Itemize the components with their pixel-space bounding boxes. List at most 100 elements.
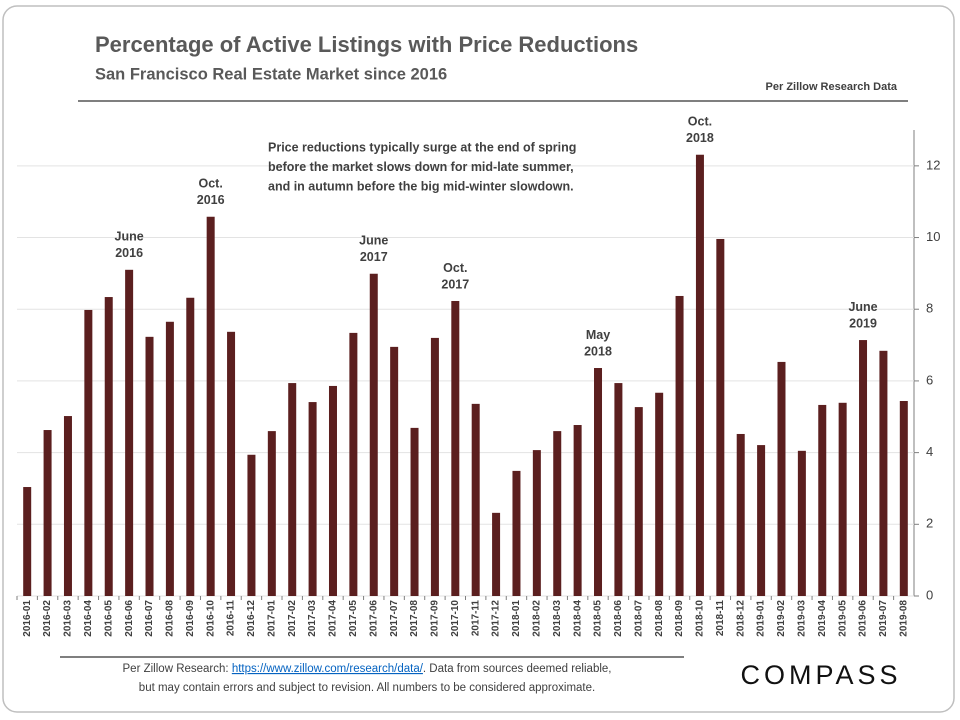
x-tick-label: 2016-02: [42, 600, 53, 637]
y-tick-label: 4: [926, 444, 933, 459]
annotation: 2016: [115, 246, 143, 260]
bar: [573, 425, 582, 596]
x-tick-label: 2019-01: [756, 600, 767, 637]
x-tick-label: 2017-09: [430, 600, 441, 637]
frame: [2, 5, 955, 713]
footer-line2: but may contain errors and subject to re…: [139, 682, 595, 694]
x-tick-label: 2016-05: [103, 600, 114, 637]
bar: [736, 433, 745, 596]
x-tick-label: 2017-07: [389, 600, 400, 637]
footer-link[interactable]: https://www.zillow.com/research/data/: [232, 663, 424, 675]
bar: [675, 295, 684, 596]
bar: [512, 470, 521, 596]
x-tick-label: 2016-09: [185, 600, 196, 637]
x-tick-label: 2018-03: [552, 600, 563, 637]
x-tick-label: 2016-11: [226, 600, 237, 637]
annotation: June: [848, 300, 877, 314]
bar: [879, 350, 888, 596]
bar: [23, 487, 32, 596]
x-tick-label: 2016-10: [205, 600, 216, 637]
x-tick-label: 2017-12: [491, 600, 502, 637]
x-tick-label: 2018-09: [674, 600, 685, 637]
x-tick-label: 2019-08: [898, 600, 909, 637]
bar: [104, 297, 113, 596]
x-tick-label: 2018-10: [695, 600, 706, 637]
bar: [899, 400, 908, 596]
bar: [369, 273, 378, 596]
x-tick-label: 2016-12: [246, 600, 257, 637]
bar: [471, 403, 480, 596]
x-tick-label: 2019-05: [837, 600, 848, 637]
x-tick-label: 2017-02: [287, 600, 298, 637]
annotation: Oct.: [443, 261, 467, 275]
bar: [716, 238, 725, 597]
x-tick-label: 2019-03: [797, 600, 808, 637]
x-tick-label: 2018-07: [633, 600, 644, 637]
note-line: and in autumn before the big mid-winter …: [268, 179, 574, 193]
bar: [308, 402, 317, 596]
x-tick-label: 2018-04: [572, 600, 583, 637]
x-tick-label: 2017-10: [450, 600, 461, 637]
annotation: June: [359, 234, 388, 248]
bar: [492, 512, 501, 596]
chart-title: Percentage of Active Listings with Price…: [95, 32, 638, 57]
x-tick-label: 2016-03: [63, 600, 74, 637]
annotation: 2017: [360, 250, 388, 264]
y-tick-label: 2: [926, 516, 933, 531]
x-tick-label: 2016-01: [22, 600, 33, 637]
annotation: Oct.: [199, 177, 223, 191]
bar: [838, 402, 847, 596]
note-line: before the market slows down for mid-lat…: [268, 160, 574, 174]
bar: [614, 383, 623, 596]
annotation: 2017: [441, 277, 469, 291]
x-tick-label: 2018-12: [735, 600, 746, 637]
bar: [267, 431, 276, 596]
bar: [227, 331, 236, 596]
bar: [125, 269, 134, 596]
chart-subtitle: San Francisco Real Estate Market since 2…: [95, 65, 447, 83]
annotation: June: [115, 230, 144, 244]
bar: [594, 368, 603, 596]
annotation: 2016: [197, 193, 225, 207]
y-tick-label: 10: [926, 229, 940, 244]
annotation: Oct.: [688, 115, 712, 129]
bar: [532, 450, 541, 596]
x-tick-label: 2018-11: [715, 600, 726, 637]
x-tick-label: 2018-02: [531, 600, 542, 637]
logo: COMPASS: [740, 660, 901, 690]
bar: [390, 346, 399, 596]
x-tick-label: 2019-06: [858, 600, 869, 637]
bar: [655, 392, 664, 596]
footer-line: Per Zillow Research: https://www.zillow.…: [123, 663, 612, 675]
x-tick-label: 2017-03: [307, 600, 318, 637]
y-tick-label: 6: [926, 372, 933, 387]
note-line: Price reductions typically surge at the …: [268, 140, 576, 154]
x-tick-label: 2018-08: [654, 600, 665, 637]
bar: [818, 404, 827, 596]
bar: [63, 416, 72, 596]
bar: [247, 454, 256, 596]
x-tick-label: 2017-04: [328, 600, 339, 637]
y-tick-label: 8: [926, 301, 933, 316]
bar: [288, 383, 297, 596]
x-tick-label: 2016-06: [124, 600, 135, 637]
footer-suffix: . Data from sources deemed reliable,: [423, 663, 612, 675]
x-tick-label: 2017-08: [409, 600, 420, 637]
y-tick-label: 0: [926, 587, 933, 602]
bar: [797, 450, 806, 596]
annotation: 2018: [686, 131, 714, 145]
x-tick-label: 2016-04: [83, 600, 94, 637]
x-tick-label: 2017-06: [368, 600, 379, 637]
bar: [43, 430, 52, 596]
x-tick-label: 2017-11: [470, 600, 481, 637]
bar: [84, 309, 93, 596]
bar: [206, 216, 215, 597]
x-tick-label: 2018-01: [511, 600, 522, 637]
x-tick-label: 2018-06: [613, 600, 624, 637]
x-tick-label: 2017-01: [266, 600, 277, 637]
bar: [859, 340, 868, 596]
bar: [634, 407, 643, 596]
bar: [145, 336, 154, 596]
bar: [430, 337, 439, 596]
